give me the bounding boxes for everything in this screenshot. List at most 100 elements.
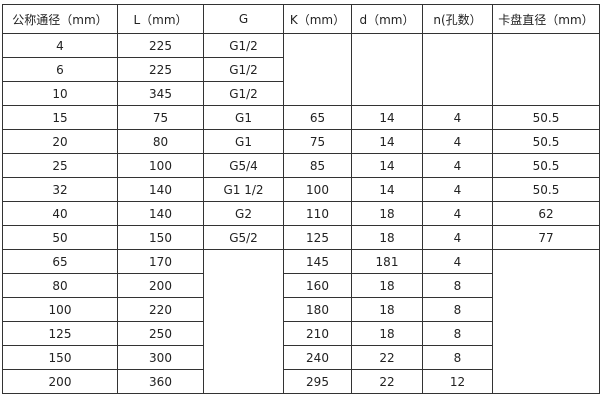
table-cell: 345: [117, 81, 204, 106]
header-thread-g: G: [203, 4, 284, 34]
table-cell: 4: [2, 33, 118, 58]
table-cell: 150: [2, 345, 118, 370]
empty-cell: [203, 249, 284, 394]
table-cell: 110: [283, 201, 352, 226]
table-row: 15 75 G1 65 14 4 50.5: [2, 105, 600, 130]
table-row: 150 300 240 22 8: [2, 345, 600, 370]
table-cell: 14: [351, 177, 423, 202]
empty-cell: [492, 33, 600, 106]
empty-cell: [351, 33, 423, 106]
table-cell: 25: [2, 153, 118, 178]
table-cell: G1: [203, 105, 284, 130]
table-cell: 80: [117, 129, 204, 154]
table-cell: 100: [117, 153, 204, 178]
table-cell: 100: [283, 177, 352, 202]
table-cell: 4: [422, 153, 493, 178]
table-row: 32 140 G1 1/2 100 14 4 50.5: [2, 177, 600, 202]
table-cell: 4: [422, 177, 493, 202]
table-cell: G5/2: [203, 225, 284, 250]
table-cell: G1/2: [203, 57, 284, 82]
table-cell: 4: [422, 105, 493, 130]
table-cell: 300: [117, 345, 204, 370]
table-cell: 250: [117, 321, 204, 346]
table-cell: 225: [117, 33, 204, 58]
table-cell: 14: [351, 129, 423, 154]
table-cell: 6: [2, 57, 118, 82]
table-cell: 4: [422, 129, 493, 154]
empty-cell: [283, 33, 352, 106]
table-cell: 15: [2, 105, 118, 130]
table-cell: 62: [492, 201, 600, 226]
table-cell: 50: [2, 225, 118, 250]
table-cell: G1/2: [203, 81, 284, 106]
table-cell: 180: [283, 297, 352, 322]
table-cell: 75: [283, 129, 352, 154]
table-cell: 65: [2, 249, 118, 274]
table-cell: 170: [117, 249, 204, 274]
table-body: 4 225 G1/2 6 225 G1/2 10 345 G1/2 15 75 G1 65 14 4 50.5…: [2, 33, 600, 394]
table-cell: 145: [283, 249, 352, 274]
table-cell: 12: [422, 369, 493, 394]
table-cell: 295: [283, 369, 352, 394]
table-cell: 20: [2, 129, 118, 154]
table-cell: G1: [203, 129, 284, 154]
table-cell: 32: [2, 177, 118, 202]
table-row: 50 150 G5/2 125 18 4 77: [2, 225, 600, 250]
empty-cell: [422, 33, 493, 106]
table-cell: 40: [2, 201, 118, 226]
table-cell: 125: [2, 321, 118, 346]
table-cell: 200: [117, 273, 204, 298]
header-nominal-diameter: 公称通径（mm）: [2, 4, 118, 34]
table-cell: 125: [283, 225, 352, 250]
table-cell: 50.5: [492, 129, 600, 154]
table-cell: 210: [283, 321, 352, 346]
table-cell: 4: [422, 201, 493, 226]
table-row: 4 225 G1/2: [2, 33, 600, 106]
table-cell: 80: [2, 273, 118, 298]
table-cell: 8: [422, 321, 493, 346]
table-cell: G1/2: [203, 33, 284, 58]
table-cell: 10: [2, 81, 118, 106]
table-cell: 50.5: [492, 153, 600, 178]
table-cell: 100: [2, 297, 118, 322]
table-cell: 75: [117, 105, 204, 130]
table-row: 125 250 210 18 8: [2, 321, 600, 346]
table-cell: 22: [351, 345, 423, 370]
table-cell: 220: [117, 297, 204, 322]
table-cell: 85: [283, 153, 352, 178]
specification-table: 公称通径（mm） L（mm） G K（mm） d（mm） n(孔数） 卡盘直径（…: [2, 4, 600, 394]
header-hole-count: n(孔数）: [422, 4, 493, 34]
table-cell: 18: [351, 297, 423, 322]
table-cell: G2: [203, 201, 284, 226]
table-row: 6 225 G1/2: [2, 57, 600, 82]
table-cell: 4: [422, 249, 493, 274]
table-cell: 160: [283, 273, 352, 298]
table-cell: 8: [422, 345, 493, 370]
table-cell: 14: [351, 105, 423, 130]
header-k: K（mm）: [283, 4, 352, 34]
header-row: 公称通径（mm） L（mm） G K（mm） d（mm） n(孔数） 卡盘直径（…: [2, 4, 600, 34]
header-length: L（mm）: [117, 4, 204, 34]
table-cell: 14: [351, 153, 423, 178]
table-row: 40 140 G2 110 18 4 62: [2, 201, 600, 226]
table-cell: G5/4: [203, 153, 284, 178]
table-row: 65 170 145 181 4: [2, 249, 600, 394]
table-cell: 18: [351, 321, 423, 346]
table-cell: 360: [117, 369, 204, 394]
table-cell: 77: [492, 225, 600, 250]
table-cell: 181: [351, 249, 423, 274]
table-cell: 50.5: [492, 105, 600, 130]
header-d: d（mm）: [351, 4, 423, 34]
table-cell: G1 1/2: [203, 177, 284, 202]
table-row: 25 100 G5/4 85 14 4 50.5: [2, 153, 600, 178]
table-cell: 50.5: [492, 177, 600, 202]
table-cell: 65: [283, 105, 352, 130]
table-cell: 225: [117, 57, 204, 82]
empty-cell: [492, 249, 600, 394]
table-cell: 18: [351, 225, 423, 250]
header-chuck-diameter: 卡盘直径（mm）: [492, 4, 600, 34]
table-cell: 8: [422, 273, 493, 298]
table-cell: 22: [351, 369, 423, 394]
table-cell: 140: [117, 177, 204, 202]
table-cell: 8: [422, 297, 493, 322]
